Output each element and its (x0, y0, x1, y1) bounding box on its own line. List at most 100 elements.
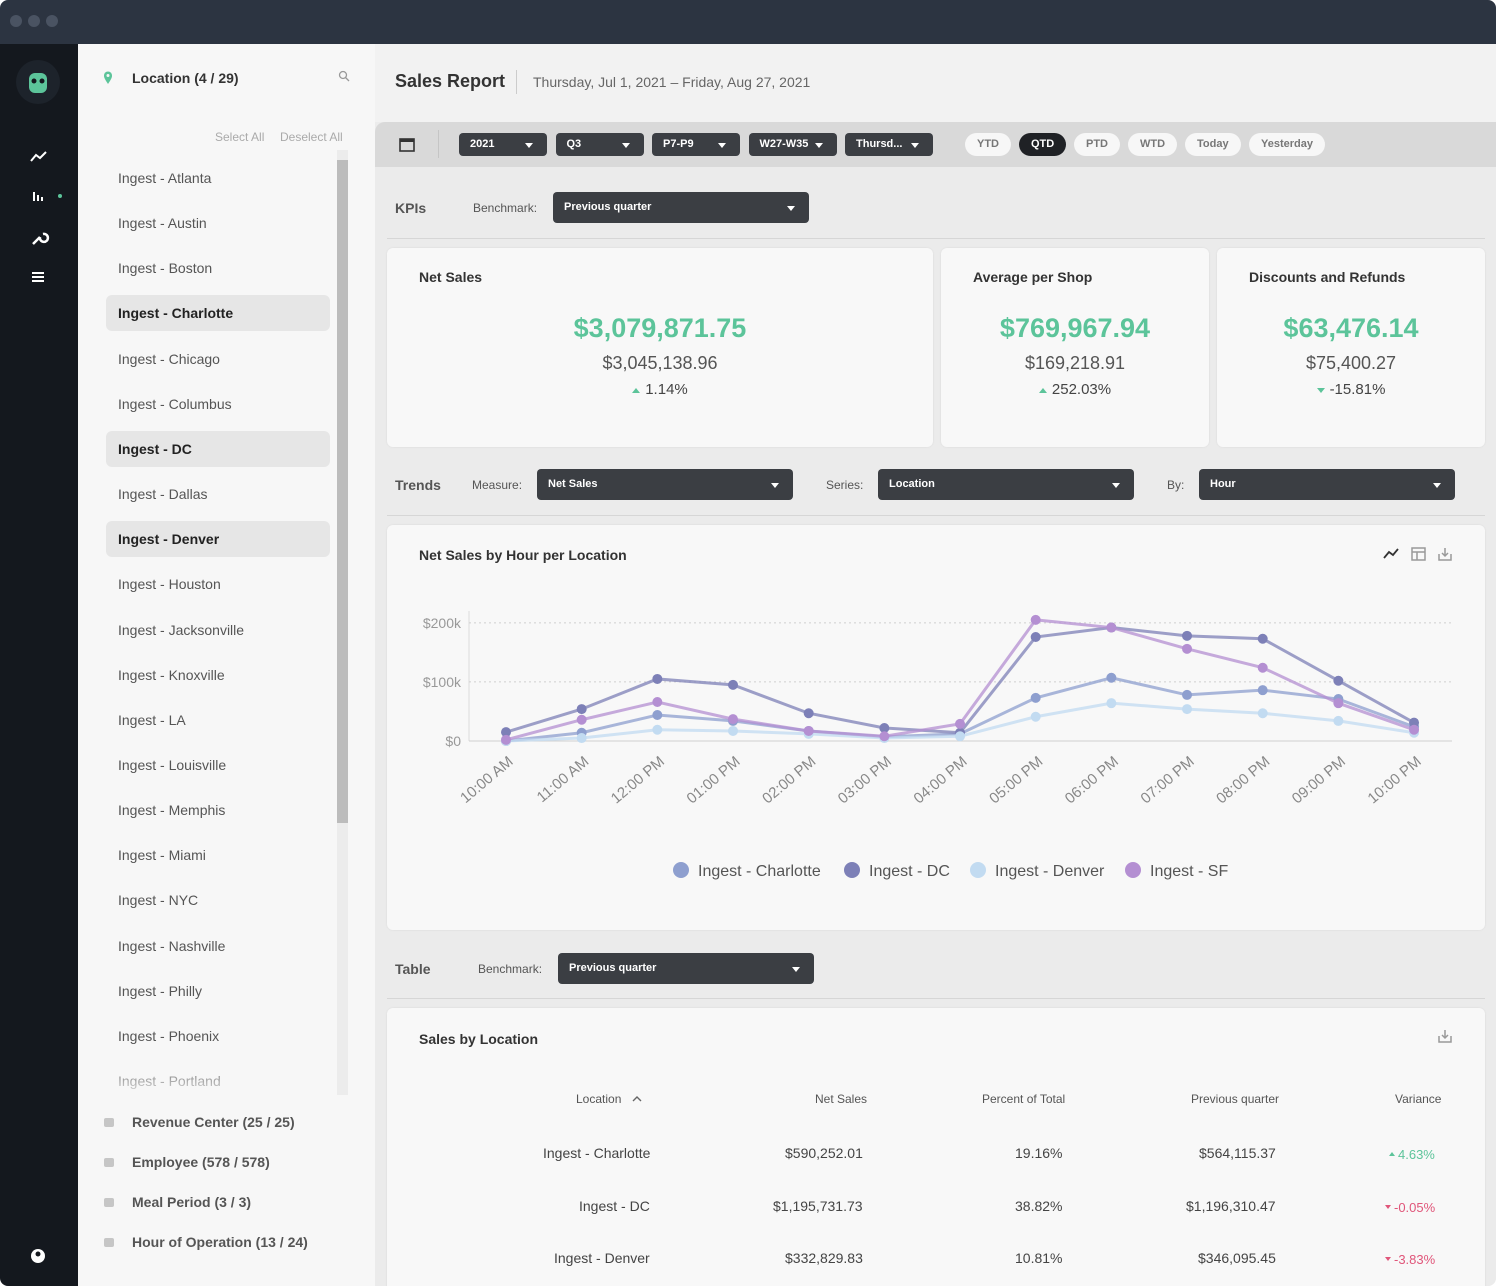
trend-nav-icon[interactable] (30, 151, 47, 162)
variance-arrow (1385, 1204, 1391, 1209)
location-item[interactable]: Ingest - Columbus (118, 395, 232, 412)
rail-icons (16, 60, 62, 1263)
select-all[interactable]: Select All (215, 130, 265, 144)
dropdown[interactable]: Q3 (555, 133, 644, 156)
table-cell: $1,196,310.47 (1186, 1197, 1276, 1214)
caret (792, 966, 800, 972)
period-pill[interactable]: YTD (965, 133, 1011, 156)
variance-cell: 4.63% (1398, 1147, 1435, 1162)
location-item[interactable]: Ingest - Nashville (118, 937, 226, 954)
column-header: Percent of Total (982, 1092, 1066, 1106)
dropdown[interactable]: Hour (1199, 469, 1455, 500)
location-item[interactable]: Ingest - Chicago (118, 350, 220, 367)
tools-nav-icon[interactable] (32, 232, 50, 245)
kpi-benchmark: $75,400.27 (1305, 353, 1397, 373)
dropdown[interactable]: Previous quarter (558, 953, 814, 984)
list-nav-icon[interactable] (32, 272, 44, 282)
period-pill[interactable]: QTD (1019, 133, 1067, 156)
column-header[interactable]: Location (576, 1092, 622, 1106)
location-item[interactable]: Ingest - Atlanta (118, 170, 212, 186)
caret (771, 482, 779, 488)
kpi-value: $3,079,871.75 (573, 313, 747, 343)
filter-icon (104, 1198, 114, 1207)
location-item[interactable]: Ingest - Charlotte (106, 295, 330, 332)
location-item[interactable]: Ingest - Boston (118, 260, 213, 277)
pin-icon (104, 71, 112, 84)
location-item[interactable]: Ingest - DC (106, 430, 330, 467)
section-title: Table (395, 961, 431, 977)
location-item[interactable]: Ingest - Austin (118, 215, 207, 232)
kpi-value: $63,476.14 (1283, 313, 1419, 343)
kpi-card: Net Sales $3,079,871.75 $3,045,138.96 1.14% (387, 248, 933, 447)
deselect-all[interactable]: Deselect All (280, 130, 343, 144)
caret (1112, 482, 1120, 488)
search-icon[interactable] (338, 70, 350, 82)
download-icon[interactable] (1437, 1028, 1453, 1044)
chart-card (387, 525, 1485, 930)
location-item[interactable]: Ingest - Houston (118, 576, 221, 593)
active-dot (58, 194, 62, 198)
period-pill[interactable]: Yesterday (1249, 133, 1325, 156)
dropdown[interactable]: Thursd... (845, 133, 933, 156)
location-item[interactable]: Ingest - Miami (118, 847, 206, 864)
kpi-benchmark: $3,045,138.96 (602, 353, 718, 373)
location-item[interactable]: Ingest - Philly (118, 982, 203, 999)
kpi-card: Discounts and Refunds $63,476.14 $75,400.2… (1217, 248, 1485, 447)
filter-group[interactable]: Meal Period (3 / 3) (132, 1194, 252, 1210)
location-item[interactable]: Ingest - NYC (118, 892, 199, 909)
filter-group[interactable]: Revenue Center (25 / 25) (132, 1114, 295, 1130)
dropdown[interactable]: P7-P9 (652, 133, 740, 156)
caret (787, 205, 795, 211)
caret (718, 142, 726, 148)
kpi-change-row: 1.14% (387, 381, 933, 398)
dropdown-value: Previous quarter (569, 962, 657, 974)
calendar-icon[interactable] (399, 136, 415, 152)
table-cell: Ingest - Denver (554, 1250, 650, 1266)
caret (1433, 482, 1441, 488)
bar-nav-icon[interactable] (33, 192, 43, 201)
window-dot[interactable] (10, 15, 22, 27)
dropdown[interactable]: Net Sales (537, 469, 793, 500)
dropdown[interactable]: Previous quarter (553, 192, 809, 223)
kpi-change: 252.03% (1051, 381, 1112, 398)
control-label: Benchmark: (473, 201, 538, 215)
section-rule (387, 238, 1485, 239)
dropdown[interactable]: 2021 (459, 133, 547, 156)
location-item[interactable]: Ingest - Denver (106, 521, 330, 558)
chart-tools (1383, 547, 1452, 561)
table-cell: $346,095.45 (1198, 1250, 1276, 1266)
dropdown[interactable]: W27-W35 (748, 133, 837, 156)
kpi-card: Average per Shop $769,967.94 $169,218.91 25… (941, 248, 1209, 447)
line-view-icon[interactable] (1383, 548, 1399, 559)
table-title: Sales by Location (419, 1031, 539, 1047)
table-cell: 38.82% (1015, 1197, 1063, 1214)
window-dot[interactable] (46, 15, 58, 27)
dropdown[interactable]: Location (878, 469, 1134, 500)
dropdown-value: Hour (1210, 478, 1236, 490)
location-item[interactable]: Ingest - LA (118, 711, 186, 728)
location-item[interactable]: Ingest - Jacksonville (118, 621, 245, 638)
period-pill[interactable]: WTD (1128, 133, 1178, 156)
location-item[interactable]: Ingest - Phoenix (118, 1027, 220, 1044)
filter-group[interactable]: Hour of Operation (13 / 24) (132, 1234, 308, 1250)
download-icon[interactable] (1438, 548, 1452, 561)
location-item[interactable]: Ingest - Louisville (118, 756, 227, 773)
filter-title[interactable]: Location (4 / 29) (132, 70, 239, 86)
date-range: Thursday, Jul 1, 2021 – Friday, Aug 27, … (533, 74, 811, 90)
location-item[interactable]: Ingest - Dallas (118, 486, 208, 503)
period-pill[interactable]: Today (1185, 133, 1241, 156)
dropdown-value: Q3 (566, 138, 582, 150)
section-rule (387, 515, 1485, 516)
filter-group[interactable]: Employee (578 / 578) (132, 1154, 270, 1170)
window-dot[interactable] (28, 15, 40, 27)
location-item[interactable]: Ingest - Knoxville (118, 666, 225, 683)
table-view-icon[interactable] (1411, 547, 1426, 561)
period-pill[interactable]: PTD (1074, 133, 1120, 156)
section-title: Trends (395, 477, 441, 493)
kpi-change-row: 252.03% (941, 381, 1209, 398)
header (375, 44, 1496, 122)
sort-icon[interactable] (632, 1095, 642, 1103)
scrollbar-thumb[interactable] (337, 160, 348, 823)
location-item[interactable]: Ingest - Memphis (118, 802, 226, 819)
